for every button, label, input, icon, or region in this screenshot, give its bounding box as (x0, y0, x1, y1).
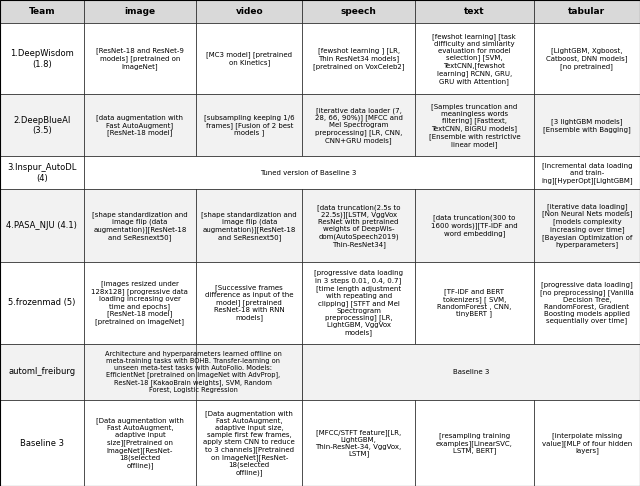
Bar (302, 190, 415, 262)
Text: [shape standardization and
image flip (data
augmentation)][ResNet-18
and SeResne: [shape standardization and image flip (d… (92, 211, 188, 241)
Bar (196, 23, 302, 94)
Text: video: video (236, 7, 263, 16)
Bar (196, 94, 302, 156)
Text: [ResNet-18 and ResNet-9
models] [pretrained on
ImageNet]: [ResNet-18 and ResNet-9 models] [pretrai… (96, 48, 184, 70)
Bar (534, 190, 640, 262)
Bar (534, 156, 640, 190)
Text: [Data augmentation with
Fast AutoAugment,
adaptive input
size][Pretrained on
Ima: [Data augmentation with Fast AutoAugment… (96, 417, 184, 469)
Text: 4.PASA_NJU (4.1): 4.PASA_NJU (4.1) (6, 221, 77, 230)
Text: [Samples truncation and
meaningless words
filtering] [Fasttext,
TextCNN, BiGRU m: [Samples truncation and meaningless word… (429, 103, 520, 148)
Bar (534, 0, 640, 23)
Text: 5.frozenmad (5): 5.frozenmad (5) (8, 298, 76, 307)
Bar (534, 94, 640, 156)
Text: speech: speech (340, 7, 376, 16)
Bar (302, 262, 415, 344)
Bar (84, 262, 196, 344)
Text: tabular: tabular (568, 7, 605, 16)
Bar (84, 94, 196, 156)
Bar (415, 190, 534, 262)
Bar (534, 262, 640, 344)
Text: [progressive data loading
in 3 steps 0.01, 0.4, 0.7]
[time length adjustment
wit: [progressive data loading in 3 steps 0.0… (314, 270, 403, 336)
Text: text: text (464, 7, 484, 16)
Bar (84, 400, 196, 486)
Text: [data truncation(300 to
1600 words)][TF-IDF and
word embedding]: [data truncation(300 to 1600 words)][TF-… (431, 215, 518, 237)
Text: [MFCC/STFT feature][LR,
LightGBM,
Thin-ResNet-34, VggVox,
LSTM]: [MFCC/STFT feature][LR, LightGBM, Thin-R… (316, 429, 402, 457)
Text: image: image (124, 7, 156, 16)
Text: 3.Inspur_AutoDL
(4): 3.Inspur_AutoDL (4) (7, 163, 77, 183)
Text: [data truncation(2.5s to
22.5s)][LSTM, VggVox
ResNet with pretrained
weights of : [data truncation(2.5s to 22.5s)][LSTM, V… (317, 204, 401, 248)
Bar (0, 156, 84, 190)
Bar (534, 400, 640, 486)
Bar (0, 262, 84, 344)
Text: [TF-IDF and BERT
tokenizers] [ SVM,
RandomForest , CNN,
tinyBERT ]: [TF-IDF and BERT tokenizers] [ SVM, Rand… (437, 288, 511, 317)
Bar (196, 400, 302, 486)
Text: 2.DeepBlueAI
(3.5): 2.DeepBlueAI (3.5) (13, 116, 70, 135)
Text: [shape standardization and
image flip (data
augmentation)][ResNet-18
and SeResne: [shape standardization and image flip (d… (202, 211, 297, 241)
Bar (534, 23, 640, 94)
Text: automl_freiburg: automl_freiburg (8, 367, 76, 377)
Text: Tuned version of Baseline 3: Tuned version of Baseline 3 (260, 170, 357, 176)
Text: [fewshot learning ] [LR,
Thin ResNet34 models]
[pretrained on VoxCeleb2]: [fewshot learning ] [LR, Thin ResNet34 m… (313, 48, 404, 70)
Bar (196, 344, 302, 400)
Bar (0, 0, 84, 23)
Bar (0, 190, 84, 262)
Bar (196, 262, 302, 344)
Bar (302, 94, 415, 156)
Text: [fewshot learning] [task
difficulty and similarity
evaluation for model
selectio: [fewshot learning] [task difficulty and … (433, 33, 516, 85)
Text: [subsampling keeping 1/6
frames] [Fusion of 2 best
models ]: [subsampling keeping 1/6 frames] [Fusion… (204, 114, 294, 137)
Text: Architecture and hyperparameters learned offline on
meta-training tasks with BOH: Architecture and hyperparameters learned… (104, 351, 282, 393)
Text: 1.DeepWisdom
(1.8): 1.DeepWisdom (1.8) (10, 49, 74, 69)
Bar (84, 0, 196, 23)
Bar (0, 344, 84, 400)
Text: [MC3 model] [pretrained
on Kinetics]: [MC3 model] [pretrained on Kinetics] (206, 52, 292, 66)
Text: [interpolate missing
value][MLP of four hidden
layers]: [interpolate missing value][MLP of four … (542, 432, 632, 454)
Bar (84, 344, 302, 400)
Bar (0, 23, 84, 94)
Text: [iterative data loader (7,
28, 66, 90%)] [MFCC and
Mel Spectrogram
preprocessing: [iterative data loader (7, 28, 66, 90%)]… (315, 107, 403, 144)
Bar (84, 23, 196, 94)
Text: [Incremental data loading
and train-
ing][HyperOpt][LightGBM]: [Incremental data loading and train- ing… (541, 162, 633, 184)
Bar (302, 23, 415, 94)
Bar (84, 156, 534, 190)
Bar (196, 0, 302, 23)
Text: [data augmentation with
Fast AutoAugment]
[ResNet-18 model]: [data augmentation with Fast AutoAugment… (97, 114, 184, 137)
Bar (302, 0, 415, 23)
Bar (302, 400, 415, 486)
Bar (415, 400, 534, 486)
Text: [progressive data loading]
[no preprocessing] [Vanilla
Decision Tree,
RandomFore: [progressive data loading] [no preproces… (540, 281, 634, 324)
Text: [3 lightGBM models]
[Ensemble with Bagging]: [3 lightGBM models] [Ensemble with Baggi… (543, 118, 631, 133)
Text: Baseline 3: Baseline 3 (20, 439, 64, 448)
Text: Team: Team (29, 7, 55, 16)
Text: [Data augmentation with
Fast AutoAugment,
adaptive input size,
sample first few : [Data augmentation with Fast AutoAugment… (204, 410, 295, 476)
Text: Baseline 3: Baseline 3 (453, 369, 490, 375)
Text: [resampling training
examples][LinearSVC,
LSTM, BERT]: [resampling training examples][LinearSVC… (436, 432, 513, 454)
Bar (84, 190, 196, 262)
Bar (415, 23, 534, 94)
Bar (0, 400, 84, 486)
Text: [images resized under
128x128] [progressive data
loading increasing over
time an: [images resized under 128x128] [progress… (92, 280, 188, 325)
Bar (415, 262, 534, 344)
Text: [iterative data loading]
[Non Neural Nets models]
[models complexity
increasing : [iterative data loading] [Non Neural Net… (541, 203, 632, 248)
Text: [Successive frames
difference as input of the
model] [pretrained
ResNet-18 with : [Successive frames difference as input o… (205, 285, 294, 321)
Bar (0, 94, 84, 156)
Bar (415, 0, 534, 23)
Text: [LightGBM, Xgboost,
Catboost, DNN models]
[no pretrained]: [LightGBM, Xgboost, Catboost, DNN models… (546, 48, 628, 70)
Bar (415, 94, 534, 156)
Bar (302, 344, 640, 400)
Bar (196, 190, 302, 262)
